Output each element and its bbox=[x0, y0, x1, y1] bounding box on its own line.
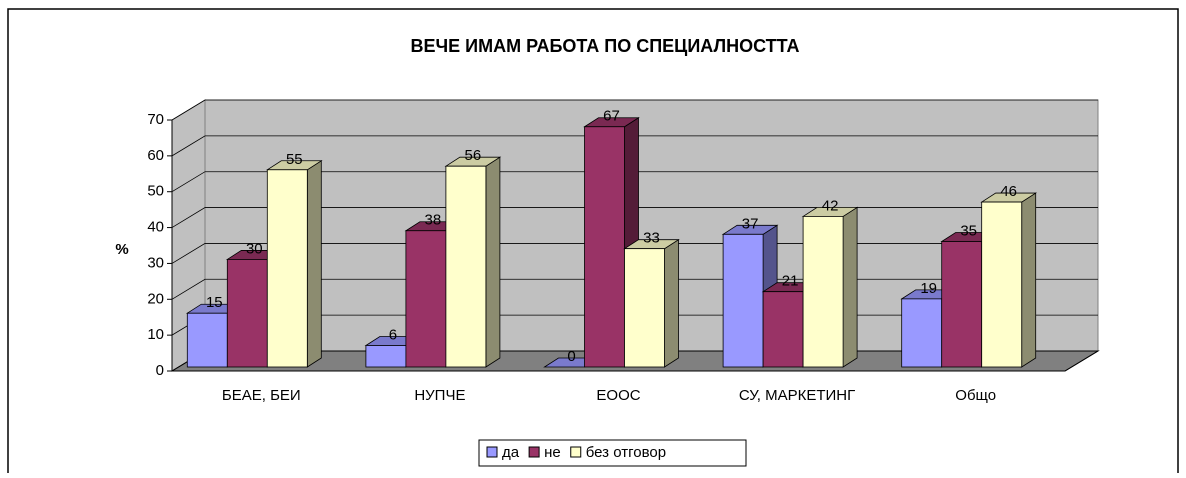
bar bbox=[762, 291, 804, 368]
y-tick-label: 20 bbox=[147, 290, 164, 307]
data-label: 19 bbox=[920, 280, 937, 297]
x-tick-label: БЕАЕ, БЕИ bbox=[222, 387, 301, 404]
bar bbox=[981, 201, 1023, 368]
grid-line bbox=[171, 278, 1098, 300]
bar bbox=[722, 233, 764, 368]
bar-side bbox=[664, 238, 679, 368]
data-label: 42 bbox=[822, 197, 839, 214]
bar bbox=[584, 126, 625, 368]
data-label: 6 bbox=[389, 326, 397, 343]
x-tick-label: СУ, МАРКЕТИНГ bbox=[739, 387, 855, 404]
x-tick-label: НУПЧЕ bbox=[414, 387, 465, 404]
legend-label: не bbox=[544, 444, 561, 461]
data-label: 67 bbox=[603, 108, 620, 125]
bar-side bbox=[842, 206, 858, 368]
grid-line bbox=[171, 243, 1098, 264]
x-tick-label: ЕООС bbox=[596, 387, 640, 404]
data-label: 38 bbox=[425, 212, 442, 229]
y-tick-label: 10 bbox=[147, 326, 164, 343]
x-axis-end bbox=[1064, 350, 1099, 372]
bar bbox=[186, 312, 228, 368]
legend-swatch bbox=[528, 446, 540, 458]
grid-line bbox=[171, 207, 1098, 228]
y-tick-label: 30 bbox=[147, 254, 164, 271]
bar bbox=[901, 298, 943, 368]
data-label: 15 bbox=[206, 294, 223, 311]
data-label: 46 bbox=[1000, 183, 1017, 200]
y-tick-label: 40 bbox=[147, 219, 164, 236]
bar-side bbox=[485, 156, 501, 368]
legend-label: да bbox=[502, 444, 520, 461]
chart-title: ВЕЧЕ ИМАМ РАБОТА ПО СПЕЦИАЛНОСТТА bbox=[410, 36, 799, 56]
bar bbox=[266, 169, 308, 368]
grid-line bbox=[171, 135, 1098, 157]
x-tick-label: Общо bbox=[955, 387, 996, 404]
grid-line bbox=[171, 99, 1098, 121]
data-label: 0 bbox=[567, 348, 575, 365]
y-tick-label: 60 bbox=[147, 147, 164, 164]
bar-side bbox=[1021, 192, 1037, 368]
grid-line bbox=[171, 171, 1098, 193]
data-label: 56 bbox=[465, 147, 482, 164]
y-tick-label: 70 bbox=[147, 111, 164, 128]
legend-box bbox=[478, 439, 747, 467]
bar-side bbox=[306, 160, 322, 368]
bar bbox=[445, 165, 487, 368]
bar bbox=[405, 230, 447, 368]
legend-label: без отговор bbox=[586, 444, 666, 461]
data-label: 21 bbox=[782, 273, 799, 290]
bar bbox=[365, 345, 407, 368]
legend-swatch bbox=[570, 446, 582, 458]
bar bbox=[802, 215, 844, 368]
data-label: 30 bbox=[246, 240, 263, 257]
y-tick-label: 50 bbox=[147, 183, 164, 200]
bar bbox=[226, 259, 268, 368]
y-axis-label: % bbox=[115, 241, 128, 258]
data-label: 33 bbox=[643, 230, 660, 247]
data-label: 55 bbox=[286, 151, 303, 168]
legend-swatch bbox=[486, 446, 498, 458]
bar bbox=[624, 248, 665, 368]
data-label: 37 bbox=[742, 215, 759, 232]
data-label: 35 bbox=[960, 222, 977, 239]
y-tick-label: 0 bbox=[156, 362, 164, 379]
bar bbox=[941, 241, 983, 368]
